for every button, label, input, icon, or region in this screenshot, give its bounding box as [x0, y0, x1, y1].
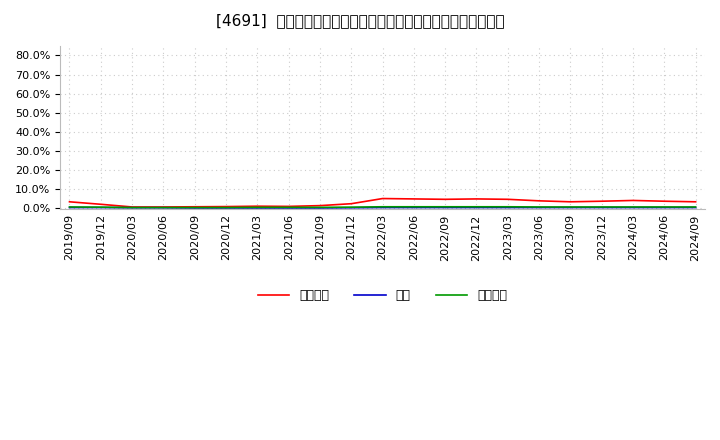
売上債権	[315, 203, 324, 208]
売上債権	[503, 197, 512, 202]
買入債務	[96, 205, 105, 210]
売上債権	[284, 204, 293, 209]
売上債権	[691, 199, 700, 205]
在庫	[159, 205, 168, 210]
買入債務	[159, 205, 168, 210]
Line: 売上債権: 売上債権	[70, 198, 696, 207]
在庫	[472, 205, 481, 210]
買入債務	[598, 204, 606, 209]
買入債務	[347, 205, 356, 210]
売上債権	[253, 204, 261, 209]
在庫	[410, 205, 418, 210]
在庫	[566, 205, 575, 210]
売上債権	[598, 198, 606, 204]
売上債権	[378, 196, 387, 201]
買入債務	[378, 204, 387, 209]
売上債権	[410, 196, 418, 202]
買入債務	[315, 205, 324, 210]
在庫	[378, 205, 387, 210]
売上債権	[96, 202, 105, 207]
在庫	[598, 205, 606, 210]
売上債権	[566, 199, 575, 205]
Line: 買入債務: 買入債務	[70, 207, 696, 208]
売上債権	[347, 201, 356, 206]
買入債務	[472, 204, 481, 209]
在庫	[441, 205, 449, 210]
在庫	[691, 205, 700, 210]
在庫	[66, 205, 74, 210]
在庫	[629, 205, 637, 210]
在庫	[127, 205, 136, 210]
Legend: 売上債権, 在庫, 買入債務: 売上債権, 在庫, 買入債務	[253, 284, 512, 308]
買入債務	[222, 205, 230, 210]
買入債務	[660, 204, 669, 209]
在庫	[660, 205, 669, 210]
売上債権	[190, 204, 199, 209]
在庫	[503, 205, 512, 210]
Text: [4691]  売上債権、在庫、買入債務の総資産に対する比率の推移: [4691] 売上債権、在庫、買入債務の総資産に対する比率の推移	[216, 13, 504, 28]
売上債権	[472, 196, 481, 202]
在庫	[315, 205, 324, 211]
買入債務	[127, 205, 136, 210]
買入債務	[691, 204, 700, 209]
売上債権	[535, 198, 544, 203]
売上債権	[222, 204, 230, 209]
在庫	[535, 205, 544, 210]
在庫	[284, 205, 293, 211]
売上債権	[660, 198, 669, 204]
在庫	[190, 205, 199, 211]
買入債務	[503, 204, 512, 209]
買入債務	[441, 204, 449, 209]
買入債務	[190, 205, 199, 210]
買入債務	[410, 204, 418, 209]
買入債務	[66, 204, 74, 209]
売上債権	[629, 198, 637, 203]
買入債務	[629, 204, 637, 209]
売上債権	[127, 204, 136, 209]
在庫	[96, 205, 105, 210]
買入債務	[253, 205, 261, 210]
在庫	[347, 205, 356, 210]
在庫	[253, 205, 261, 211]
買入債務	[535, 204, 544, 209]
売上債権	[66, 199, 74, 205]
売上債権	[159, 204, 168, 209]
売上債権	[441, 197, 449, 202]
在庫	[222, 205, 230, 211]
買入債務	[284, 205, 293, 210]
買入債務	[566, 204, 575, 209]
